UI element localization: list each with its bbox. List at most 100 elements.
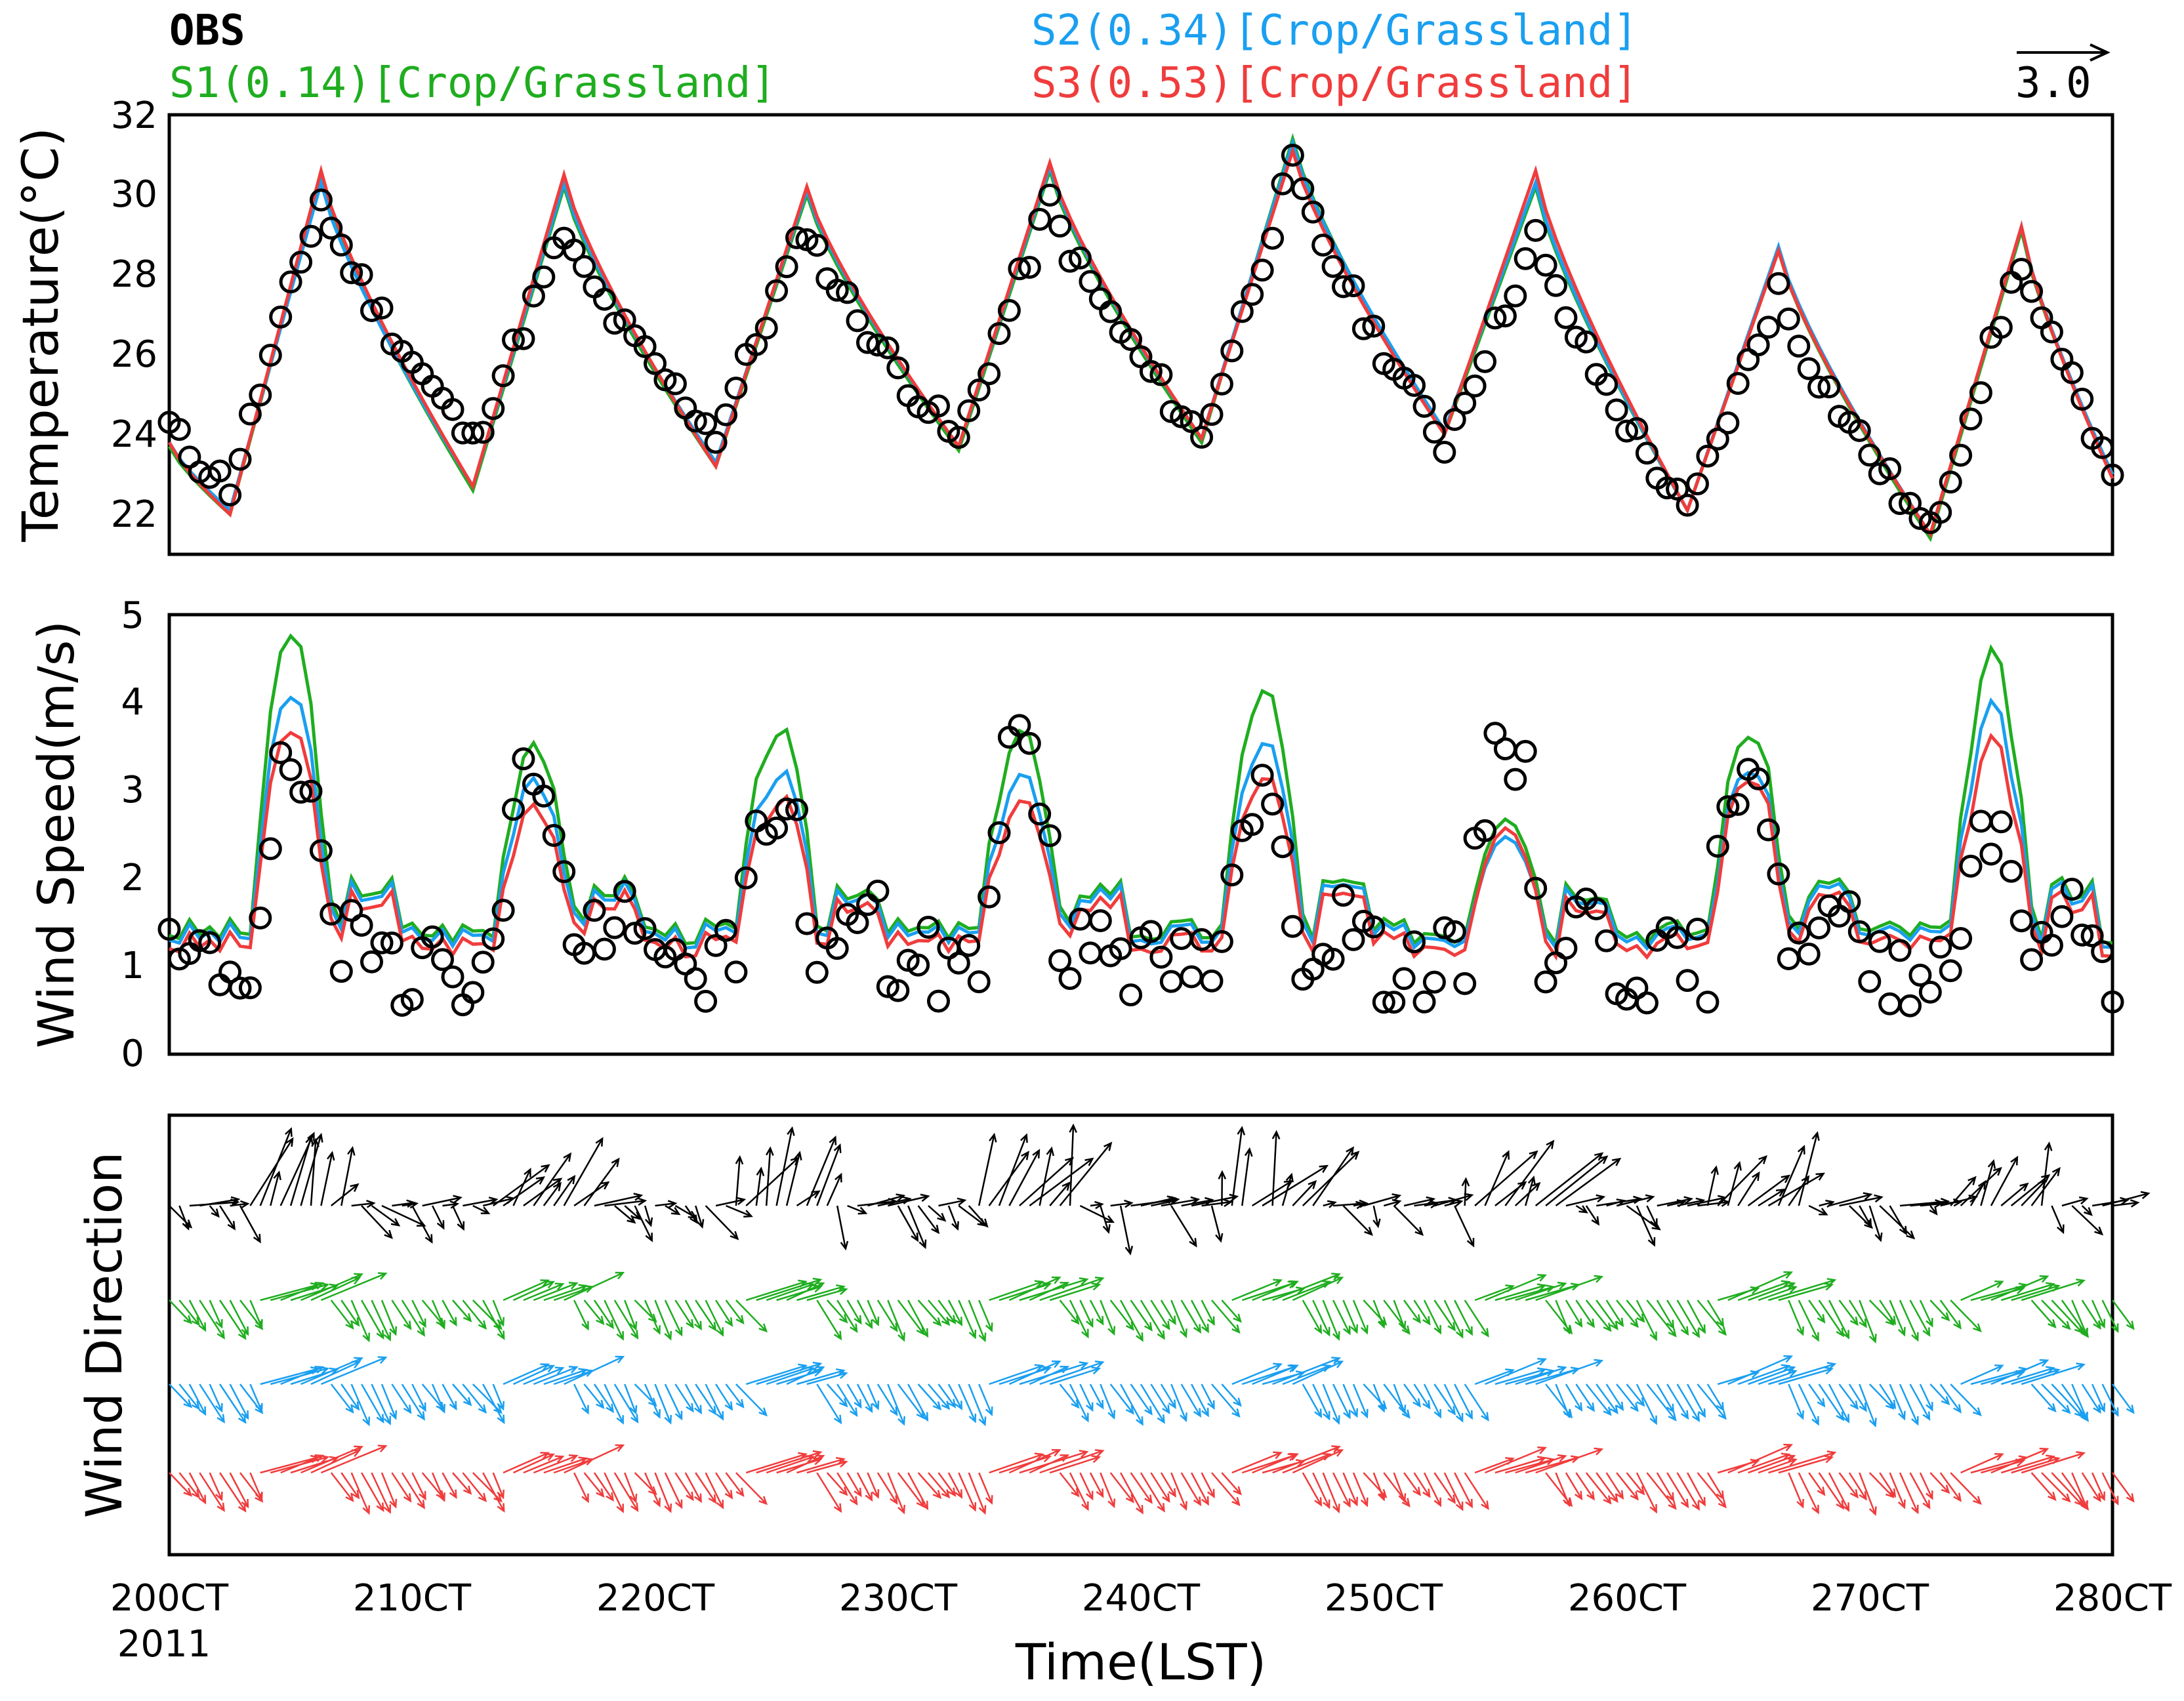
temp-obs-point	[714, 403, 737, 426]
ws-obs-point	[1868, 930, 1891, 953]
wind-vector-head	[403, 1404, 412, 1414]
temp-obs-point	[2060, 361, 2084, 384]
wind-vector	[1585, 1472, 1611, 1504]
wind-vector-head	[1680, 1410, 1689, 1420]
wind-vector-head	[850, 1496, 858, 1506]
wind-vector	[543, 1183, 562, 1206]
ws-obs-point	[1332, 884, 1355, 907]
wind-vector	[482, 1383, 505, 1423]
wind-vector	[1889, 1472, 1905, 1508]
wind-vector-head	[1968, 1176, 1977, 1185]
ws-obs-point	[1453, 972, 1477, 995]
wind-vector	[624, 1205, 640, 1219]
wind-vector	[2030, 1168, 2061, 1206]
wind-vector-head	[1874, 1232, 1883, 1242]
ws-obs-point	[765, 816, 789, 840]
wind-vector-head	[1144, 1322, 1153, 1332]
wind-vector	[1656, 1472, 1674, 1501]
wind-vector	[1464, 1300, 1489, 1337]
wind-vector	[512, 1281, 554, 1301]
wind-vector	[1990, 1359, 2048, 1385]
wind-vector-head	[1668, 1500, 1677, 1510]
wind-vector-head	[2039, 1447, 2050, 1456]
wind-vector	[2011, 1368, 2059, 1385]
wind-vector	[1990, 1448, 2048, 1474]
wind-vector-head	[478, 1492, 487, 1503]
wind-vector-head	[1973, 1323, 1982, 1333]
wind-speed-panel-frame	[167, 613, 2114, 1056]
wind-vector	[1161, 1199, 1199, 1207]
ws-obs-point	[1959, 854, 1983, 878]
wind-vector-head	[1899, 1225, 1907, 1236]
wind-vector	[1798, 1472, 1819, 1513]
temp-obs-point	[694, 412, 718, 436]
wind-vector	[1039, 1361, 1103, 1385]
wind-vector	[1342, 1383, 1358, 1417]
temp-ytick: 28	[111, 253, 157, 296]
wind-vector	[624, 1383, 637, 1414]
wind-vector	[806, 1372, 847, 1385]
wind-vector-head	[896, 1193, 906, 1202]
wind-vector-head	[1781, 1280, 1791, 1288]
wind-vector-head	[1223, 1199, 1233, 1207]
temp-obs-point	[1048, 215, 1072, 238]
temp-obs-point	[583, 275, 606, 298]
wind-vector	[1443, 1383, 1464, 1422]
wind-vector	[1443, 1300, 1464, 1338]
wind-vector-head	[1649, 1331, 1657, 1342]
wind-vector	[1190, 1383, 1209, 1416]
wind-vector-head	[756, 1166, 765, 1176]
ws-obs-point	[1372, 991, 1395, 1014]
temp-obs-point	[1706, 427, 1729, 451]
reference-vector: 3.0	[2015, 43, 2111, 108]
wind-vector-head	[1364, 1227, 1373, 1236]
wind-vector-head	[1733, 1160, 1742, 1171]
wind-vector-head	[1071, 1399, 1080, 1409]
wind-vector	[1929, 1383, 1950, 1405]
ws-obs-point	[2050, 905, 2074, 928]
wind-vector-head	[216, 1330, 225, 1340]
wind-vector	[897, 1205, 918, 1241]
wind-vector	[1727, 1444, 1792, 1474]
wind-vector-head	[1189, 1238, 1197, 1248]
wind-vector	[1747, 1175, 1790, 1207]
wind-vector	[1100, 1300, 1115, 1334]
temp-obs-point	[1554, 306, 1578, 329]
wind-vector-head	[1096, 1400, 1104, 1410]
wind-vector-head	[629, 1404, 638, 1415]
ws-obs-point	[1797, 942, 1821, 966]
wind-vector	[1819, 1201, 1834, 1207]
wind-vector-head	[1084, 1157, 1094, 1166]
wind-vector-head	[1334, 1277, 1344, 1284]
wind-vector-head	[1447, 1322, 1456, 1332]
temp-obs-point	[461, 421, 485, 445]
wind-vector	[1605, 1472, 1624, 1499]
wind-vector-head	[1193, 1324, 1202, 1334]
wind-vector	[1109, 1300, 1134, 1330]
wind-vector-head	[541, 1164, 550, 1173]
wind-vector	[604, 1300, 624, 1340]
wind-vector	[2051, 1383, 2083, 1417]
wind-vector-head	[1698, 1496, 1706, 1507]
wind-vector-head	[1666, 1319, 1675, 1330]
wind-vector-head	[2120, 1197, 2130, 1206]
wind-vector	[260, 1368, 319, 1385]
wind-vector	[978, 1134, 995, 1206]
wind-vector	[1808, 1383, 1825, 1407]
wind-vector-head	[653, 1409, 661, 1419]
wind-vector-head	[1398, 1404, 1407, 1415]
temp-obs-point	[258, 344, 282, 367]
wind-vector-head	[419, 1318, 426, 1328]
wind-vector	[1383, 1200, 1401, 1207]
wind-vector	[1767, 1173, 1824, 1207]
wind-vector-head	[815, 1282, 825, 1290]
wind-vector	[1514, 1182, 1540, 1206]
wind-vector-head	[615, 1444, 625, 1452]
wind-vector	[1535, 1153, 1603, 1206]
wind-vector	[1272, 1273, 1340, 1301]
wind-vector-head	[1649, 1415, 1657, 1425]
wind-vector-head	[389, 1326, 398, 1336]
wind-vector-head	[1144, 1406, 1153, 1416]
wind-vector	[1687, 1472, 1706, 1506]
wind-vector-head	[1086, 1490, 1094, 1501]
